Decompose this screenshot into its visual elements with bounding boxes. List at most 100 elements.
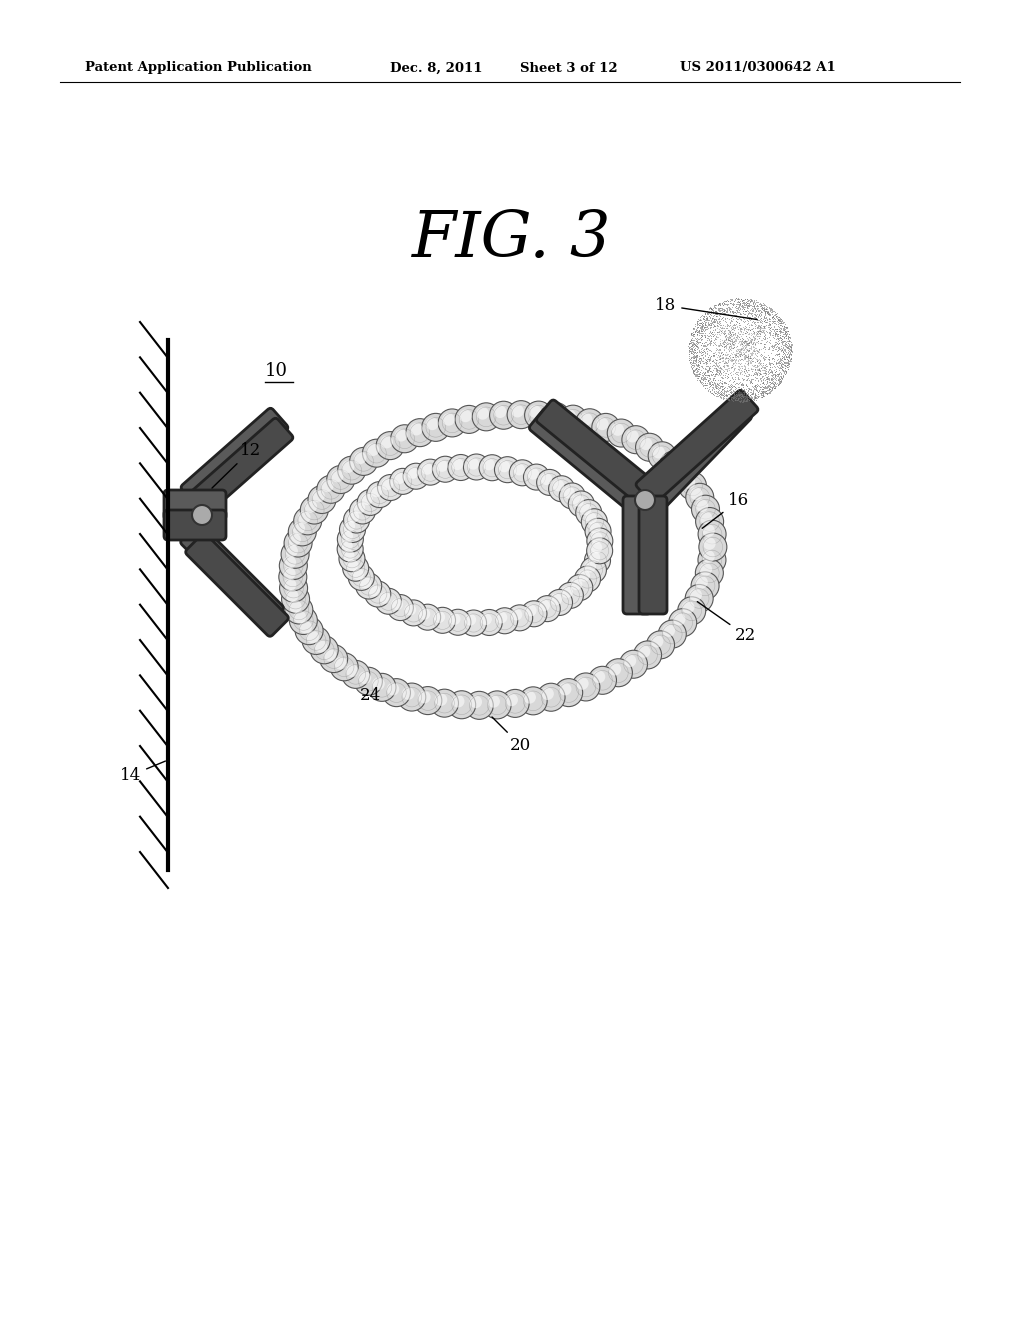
Point <box>751 309 767 330</box>
Point <box>775 347 792 368</box>
Point <box>743 305 760 326</box>
Point <box>711 338 727 359</box>
Point <box>753 317 769 338</box>
Point <box>745 388 762 409</box>
Circle shape <box>698 520 726 548</box>
Point <box>777 326 794 347</box>
Point <box>743 387 760 408</box>
Point <box>720 329 736 350</box>
Point <box>693 312 710 333</box>
Point <box>756 383 772 404</box>
Point <box>719 298 735 319</box>
Point <box>761 305 777 326</box>
Point <box>739 346 756 367</box>
Point <box>769 348 785 370</box>
Point <box>762 297 778 318</box>
Circle shape <box>465 692 494 719</box>
Point <box>740 359 757 380</box>
Point <box>684 333 700 354</box>
Point <box>763 343 779 364</box>
Point <box>752 360 768 381</box>
Point <box>729 343 745 364</box>
Point <box>699 356 716 378</box>
Point <box>752 350 768 371</box>
Point <box>758 306 774 327</box>
Point <box>754 375 770 396</box>
Point <box>762 318 778 339</box>
Point <box>711 339 727 360</box>
Point <box>720 389 736 411</box>
Point <box>707 315 723 337</box>
Point <box>737 341 754 362</box>
Point <box>717 343 733 364</box>
Point <box>712 376 728 397</box>
Circle shape <box>339 545 365 572</box>
Point <box>779 337 796 358</box>
Circle shape <box>354 451 367 465</box>
Point <box>752 333 768 354</box>
Point <box>689 310 706 331</box>
Point <box>683 322 699 343</box>
Circle shape <box>432 457 459 482</box>
Point <box>703 312 720 333</box>
Point <box>757 355 773 376</box>
Point <box>761 310 777 331</box>
Point <box>681 347 697 368</box>
Point <box>687 313 703 334</box>
Point <box>753 302 769 323</box>
Point <box>748 308 764 329</box>
Point <box>768 374 784 395</box>
Point <box>710 376 726 397</box>
Circle shape <box>280 552 307 579</box>
Point <box>768 302 784 323</box>
Point <box>700 370 717 391</box>
Point <box>758 356 774 378</box>
Point <box>705 355 721 376</box>
Point <box>774 368 791 389</box>
Point <box>762 323 778 345</box>
Point <box>737 375 754 396</box>
Point <box>682 330 698 351</box>
Point <box>754 387 770 408</box>
Point <box>752 319 768 341</box>
Point <box>783 341 800 362</box>
Point <box>718 290 734 312</box>
Point <box>744 351 761 372</box>
Circle shape <box>299 620 312 634</box>
Point <box>763 302 779 323</box>
Point <box>740 323 757 345</box>
Point <box>703 298 720 319</box>
Point <box>711 301 727 322</box>
Circle shape <box>501 689 529 717</box>
Point <box>725 302 741 323</box>
Point <box>695 363 712 384</box>
Point <box>780 327 797 348</box>
Point <box>719 289 735 310</box>
Point <box>782 337 799 358</box>
Point <box>709 317 725 338</box>
Point <box>757 309 773 330</box>
Circle shape <box>551 594 562 605</box>
Point <box>777 346 794 367</box>
Point <box>724 374 740 395</box>
Point <box>719 358 735 379</box>
Point <box>688 346 705 367</box>
Point <box>681 333 697 354</box>
Point <box>717 319 733 341</box>
Point <box>725 360 741 381</box>
Circle shape <box>341 540 352 552</box>
Point <box>736 296 753 317</box>
Point <box>696 334 713 355</box>
Point <box>693 368 710 389</box>
Point <box>756 321 772 342</box>
Point <box>776 339 793 360</box>
Point <box>708 309 724 330</box>
Point <box>765 366 781 387</box>
Point <box>730 385 746 407</box>
Point <box>748 331 764 352</box>
Point <box>706 300 722 321</box>
Point <box>693 318 710 339</box>
Point <box>744 333 761 354</box>
Point <box>694 306 711 327</box>
Point <box>689 338 706 359</box>
